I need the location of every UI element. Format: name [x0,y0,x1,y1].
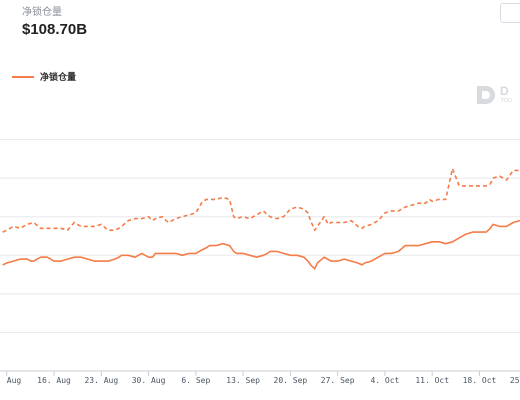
series-layer [2,167,520,270]
metric-value: $108.70B [22,21,88,38]
grid-layer [0,139,520,333]
x-tick-label-11: 25. Oct [510,376,520,385]
x-tick-label-5: 13. Sep [226,376,260,385]
menu-button[interactable] [500,3,520,23]
x-tick-label-2: 23. Aug [84,376,118,385]
x-axis: 9. Aug 16. Aug 23. Aug 30. Aug 6. Sep 13. Sep… [0,370,520,385]
series-line-solid [2,219,520,270]
x-tick-label-9: 11. Oct [415,376,449,385]
watermark-subtext: You [500,97,512,104]
metric-header: 净锁仓量 $108.70B [22,7,87,40]
x-tick-label-0: 9. Aug [0,376,21,385]
x-tick-label-1: 16. Aug [37,376,71,385]
x-tick-label-4: 6. Sep [181,376,210,385]
x-tick-label-8: 4. Oct [370,376,399,385]
metric-label: 净锁仓量 [22,7,62,18]
x-tick-label-10: 18. Oct [463,376,497,385]
watermark-logo-icon [477,86,495,104]
legend-swatch [12,75,34,78]
x-tick-label-7: 27. Sep [321,376,355,385]
watermark: D You [475,84,512,106]
x-tick-label-3: 30. Aug [132,376,166,385]
x-tick-label-6: 20. Sep [274,376,308,385]
chart-legend[interactable]: 净锁仓量 [12,70,76,83]
series-line-dashed [2,167,520,233]
legend-label: 净锁仓量 [40,72,77,82]
watermark-text: D [500,84,509,98]
